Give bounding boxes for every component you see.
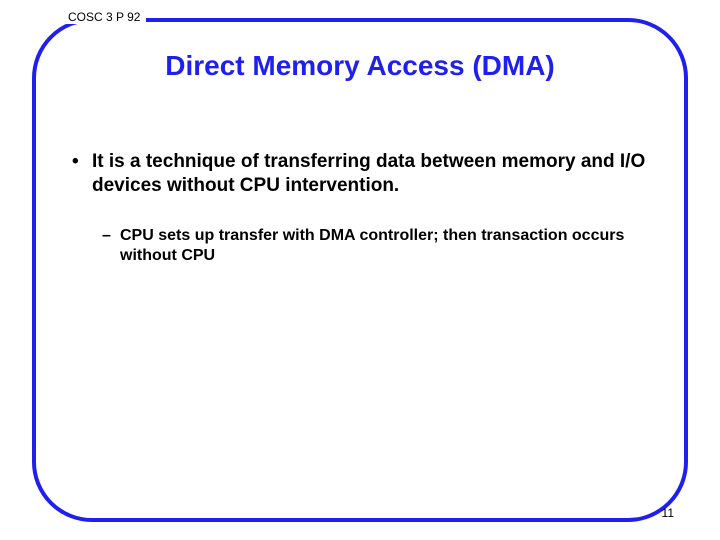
slide-body: It is a technique of transferring data b… <box>70 150 650 266</box>
slide-frame <box>32 18 688 522</box>
bullet-level-1: It is a technique of transferring data b… <box>70 150 650 198</box>
slide-title: Direct Memory Access (DMA) <box>0 50 720 82</box>
page-number: 11 <box>662 506 674 520</box>
course-code-label: COSC 3 P 92 <box>62 10 146 24</box>
bullet-level-2: CPU sets up transfer with DMA controller… <box>102 226 650 266</box>
